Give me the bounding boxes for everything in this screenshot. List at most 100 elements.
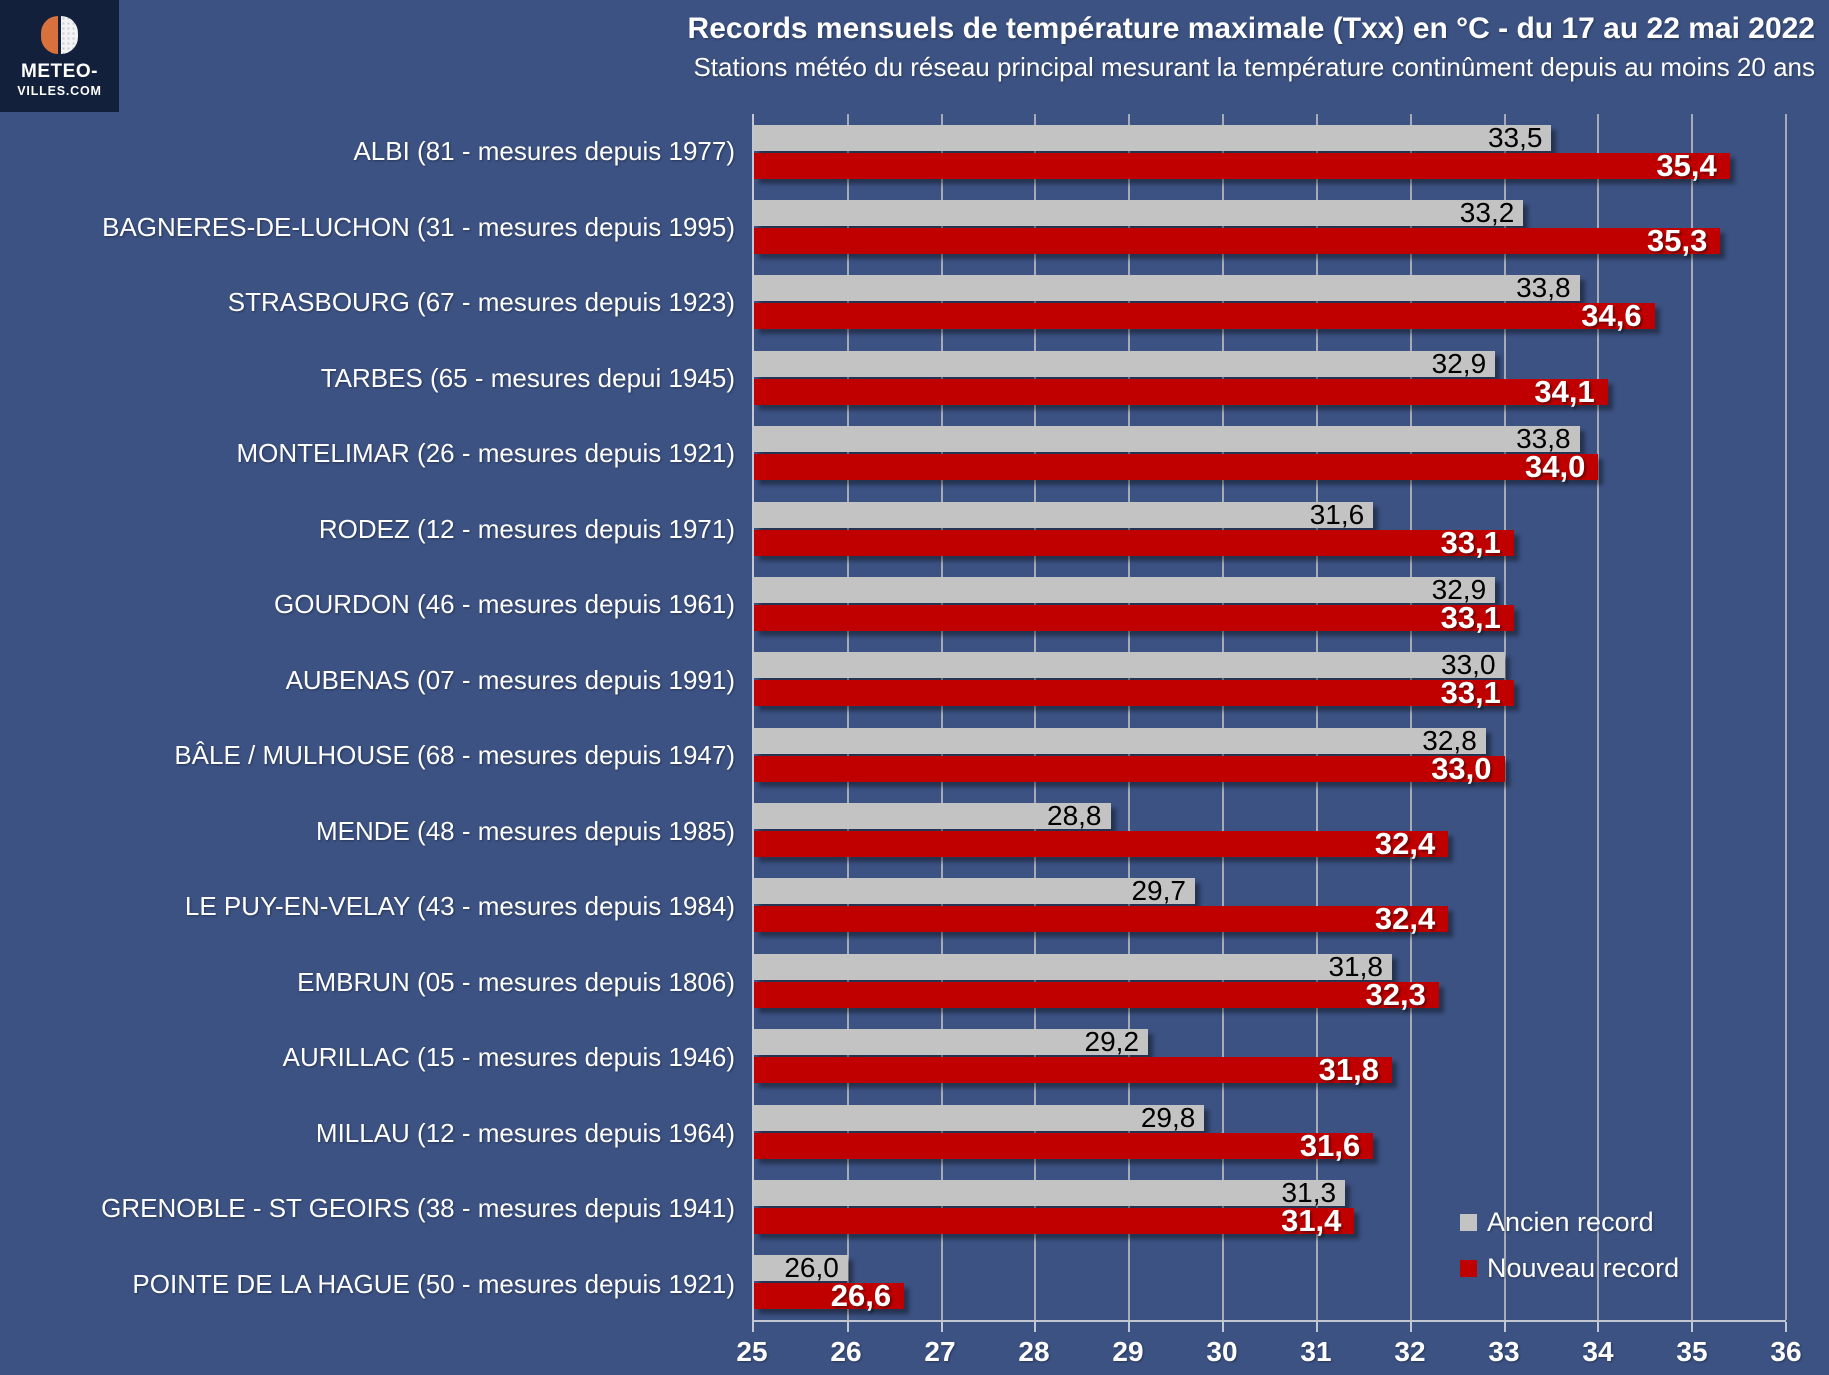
old-record-bar: 29,7 — [754, 875, 1195, 907]
legend-swatch-icon — [1460, 1259, 1477, 1277]
station-label: AUBENAS (07 - mesures depuis 1991) — [285, 664, 735, 695]
x-axis-label: 33 — [1488, 1336, 1520, 1367]
axis-tick — [940, 1322, 943, 1332]
old-record-bar: 29,2 — [754, 1026, 1149, 1058]
new-record-bar: 34,0 — [754, 449, 1599, 484]
axis-tick — [846, 1322, 849, 1332]
plot-area: 33,5 35,4 33,2 35,3 33,8 34,6 32,9 34,1 33,8 34,0… — [752, 114, 1787, 1332]
axis-tick — [1034, 1322, 1037, 1332]
station-label: STRASBOURG (67 - mesures depuis 1923) — [227, 287, 735, 318]
station-label: MENDE (48 - mesures depuis 1985) — [315, 815, 735, 846]
new-record-bar: 33,0 — [754, 751, 1505, 786]
station-row: 29,8 31,6 — [754, 1094, 1786, 1169]
new-record-value: 35,4 — [1656, 147, 1717, 183]
logo-sun-left-half — [40, 16, 58, 54]
old-record-value: 28,8 — [1047, 800, 1102, 832]
new-record-bar: 34,6 — [754, 298, 1655, 333]
old-record-bar: 32,8 — [754, 724, 1486, 756]
station-label: MONTELIMAR (26 - mesures depuis 1921) — [236, 438, 735, 469]
old-record-bar: 33,2 — [754, 197, 1524, 229]
new-record-value: 31,4 — [1281, 1202, 1342, 1238]
gridline — [940, 114, 943, 1320]
x-axis: 25 26 27 28 29 30 31 32 33 34 35 36 — [736, 1336, 1801, 1372]
new-record-bar: 32,4 — [754, 826, 1449, 861]
gridline — [1128, 114, 1131, 1320]
new-record-bar: 33,1 — [754, 525, 1514, 560]
station-label: LE PUY-EN-VELAY (43 - mesures depuis 198… — [184, 891, 735, 922]
old-record-value: 26,0 — [784, 1252, 839, 1284]
station-label: AURILLAC (15 - mesures depuis 1946) — [282, 1042, 735, 1073]
station-row: 31,6 33,1 — [754, 491, 1786, 566]
station-label: ALBI (81 - mesures depuis 1977) — [353, 136, 735, 167]
old-record-value: 31,6 — [1309, 498, 1365, 530]
logo-sun-right-half — [60, 16, 78, 54]
legend-entry: Ancien record — [1460, 1206, 1679, 1238]
old-record-bar: 29,8 — [754, 1101, 1205, 1133]
gridline — [846, 114, 849, 1320]
old-record-bar: 31,6 — [754, 498, 1374, 530]
x-axis-label: 34 — [1582, 1336, 1614, 1367]
old-record-bar: 31,3 — [754, 1177, 1346, 1208]
axis-tick — [1128, 1322, 1131, 1332]
station-row: 28,8 32,4 — [754, 792, 1786, 867]
gridline — [1034, 114, 1037, 1320]
old-record-value: 33,8 — [1516, 423, 1571, 455]
new-record-bar: 31,6 — [754, 1128, 1374, 1163]
station-label: TARBES (65 - mesures depui 1945) — [320, 362, 735, 393]
station-label: GOURDON (46 - mesures depuis 1961) — [274, 589, 735, 620]
station-label: EMBRUN (05 - mesures depuis 1806) — [297, 966, 735, 997]
logo-text-line2: VILLES.COM — [17, 84, 102, 98]
legend-label: Nouveau record — [1487, 1252, 1680, 1283]
station-row: 29,2 31,8 — [754, 1019, 1786, 1094]
gridline — [1222, 114, 1225, 1320]
station-row: 33,0 33,1 — [754, 642, 1786, 717]
new-record-bar: 26,6 — [754, 1278, 905, 1313]
meteo-villes-logo: METEO- VILLES.COM — [0, 0, 119, 112]
axis-tick — [1785, 1322, 1787, 1332]
new-record-value: 31,6 — [1299, 1127, 1361, 1163]
new-record-bar: 32,3 — [754, 977, 1439, 1012]
station-row: 26,0 26,6 — [754, 1245, 1786, 1320]
x-axis-label: 30 — [1206, 1336, 1238, 1367]
new-record-bar: 35,3 — [754, 223, 1721, 258]
station-label: BAGNERES-DE-LUCHON (31 - mesures depuis … — [102, 211, 735, 242]
gridline — [1691, 114, 1694, 1320]
station-label: RODEZ (12 - mesures depuis 1971) — [318, 513, 735, 544]
old-record-bar: 32,9 — [754, 573, 1496, 605]
gridline — [1503, 114, 1506, 1320]
new-record-value: 34,0 — [1525, 449, 1586, 485]
x-axis-label: 29 — [1112, 1336, 1144, 1367]
old-record-bar: 31,8 — [754, 951, 1392, 982]
station-label: POINTE DE LA HAGUE (50 - mesures depuis … — [132, 1268, 735, 1299]
old-record-value: 32,9 — [1431, 573, 1487, 605]
old-record-value: 29,7 — [1131, 875, 1186, 907]
station-row: 31,3 31,4 — [754, 1169, 1786, 1244]
axis-tick — [1409, 1322, 1412, 1332]
old-record-value: 32,8 — [1422, 724, 1477, 756]
old-record-value: 29,8 — [1140, 1101, 1196, 1133]
new-record-value: 32,3 — [1365, 976, 1426, 1012]
new-record-bar: 33,1 — [754, 600, 1514, 635]
x-axis-label: 31 — [1300, 1336, 1332, 1367]
chart-header: Records mensuels de température maximale… — [130, 12, 1815, 83]
new-record-value: 33,1 — [1440, 675, 1501, 711]
x-axis-label: 32 — [1394, 1336, 1426, 1367]
old-record-value: 33,2 — [1459, 197, 1515, 229]
axis-tick — [1222, 1322, 1225, 1332]
new-record-bar: 34,1 — [754, 374, 1608, 409]
logo-sun-icon — [40, 16, 79, 54]
old-record-value: 33,8 — [1516, 272, 1571, 304]
new-record-value: 32,4 — [1374, 826, 1436, 862]
station-row: 33,5 35,4 — [754, 114, 1786, 189]
old-record-bar: 33,8 — [754, 272, 1580, 304]
old-record-value: 29,2 — [1084, 1026, 1140, 1058]
x-axis-label: 27 — [924, 1336, 956, 1367]
axis-tick — [1597, 1322, 1600, 1332]
station-row: 29,7 32,4 — [754, 868, 1786, 943]
x-axis-label: 35 — [1676, 1336, 1708, 1367]
gridline — [1315, 114, 1318, 1320]
station-row: 32,9 33,1 — [754, 566, 1786, 641]
station-label: GRENOBLE - ST GEOIRS (38 - mesures depui… — [101, 1193, 735, 1224]
logo-text-line1: METEO- — [21, 61, 98, 82]
old-record-bar: 33,5 — [754, 122, 1552, 153]
